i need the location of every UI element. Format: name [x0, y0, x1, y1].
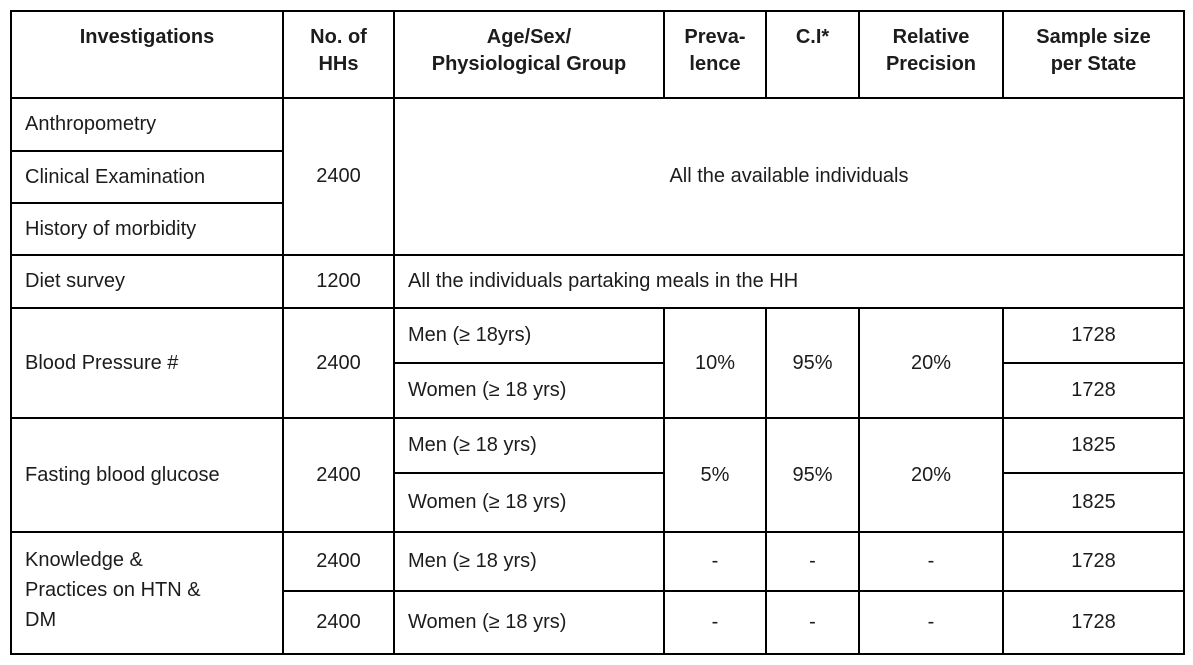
row-knowledge-practices-men: Knowledge & Practices on HTN & DM 2400 M…: [10, 531, 1185, 655]
row-diet-survey: Diet survey 1200 All the individuals par…: [10, 254, 1185, 309]
cell-sample-fbg-women: 1825: [1002, 472, 1185, 533]
cell-prevalence-kp-men: -: [663, 531, 767, 592]
cell-investigation-history-of-morbidity: History of morbidity: [10, 202, 284, 256]
cell-hhs-blood-pressure: 2400: [282, 307, 395, 419]
cell-ci-kp-women: -: [765, 590, 860, 655]
cell-ci-fasting-blood-glucose: 95%: [765, 417, 860, 533]
row-blood-pressure-men: Blood Pressure # 2400 Men (≥ 18yrs) 10% …: [10, 307, 1185, 419]
cell-investigation-clinical-examination: Clinical Examination: [10, 150, 284, 204]
cell-investigation-blood-pressure: Blood Pressure #: [10, 307, 284, 419]
cell-investigation-diet-survey: Diet survey: [10, 254, 284, 309]
cell-hhs-kp-women: 2400: [282, 590, 395, 655]
cell-sample-bp-women: 1728: [1002, 362, 1185, 419]
cell-prevalence-blood-pressure: 10%: [663, 307, 767, 419]
cell-hhs-fasting-blood-glucose: 2400: [282, 417, 395, 533]
cell-hhs-kp-men: 2400: [282, 531, 395, 592]
cell-relative-precision-kp-women: -: [858, 590, 1004, 655]
row-history-of-morbidity: History of morbidity: [10, 202, 1184, 256]
cell-ci-blood-pressure: 95%: [765, 307, 860, 419]
cell-hhs-diet-survey: 1200: [282, 254, 395, 309]
cell-group-bp-men: Men (≥ 18yrs): [393, 307, 665, 364]
col-header-investigations: Investigations: [10, 10, 284, 99]
cell-investigation-fasting-blood-glucose: Fasting blood glucose: [10, 417, 284, 533]
row-blood-pressure-women: Women (≥ 18 yrs) 1728: [11, 362, 1185, 419]
col-header-prevalence: Preva- lence: [663, 10, 767, 99]
cell-note-partaking-meals: All the individuals partaking meals in t…: [393, 254, 1185, 309]
cell-ci-kp-men: -: [765, 531, 860, 592]
row-anthropometry: Anthropometry 2400 All the available ind…: [10, 97, 1185, 256]
col-header-sample-size-per-state: Sample size per State: [1002, 10, 1185, 99]
cell-relative-precision-blood-pressure: 20%: [858, 307, 1004, 419]
cell-investigation-anthropometry: Anthropometry: [10, 97, 284, 152]
row-clinical-examination: Clinical Examination: [10, 150, 1184, 204]
cell-group-fbg-women: Women (≥ 18 yrs): [393, 472, 665, 533]
col-header-no-of-hhs: No. of HHs: [282, 10, 395, 99]
cell-group-fbg-men: Men (≥ 18 yrs): [393, 417, 665, 474]
cell-sample-bp-men: 1728: [1002, 307, 1185, 364]
col-header-age-sex-group: Age/Sex/ Physiological Group: [393, 10, 665, 99]
row-knowledge-practices-women: 2400 Women (≥ 18 yrs) - - - 1728: [11, 590, 1185, 655]
cell-investigation-knowledge-practices: Knowledge & Practices on HTN & DM: [10, 531, 284, 655]
table-header-row: Investigations No. of HHs Age/Sex/ Physi…: [10, 10, 1185, 99]
col-header-ci: C.I*: [765, 10, 860, 99]
row-fasting-blood-glucose-men: Fasting blood glucose 2400 Men (≥ 18 yrs…: [10, 417, 1185, 533]
row-fasting-blood-glucose-women: Women (≥ 18 yrs) 1825: [11, 472, 1185, 533]
cell-note-all-available-individuals: All the available individuals: [393, 97, 1185, 256]
cell-group-kp-women: Women (≥ 18 yrs): [393, 590, 665, 655]
cell-relative-precision-kp-men: -: [858, 531, 1004, 592]
cell-prevalence-kp-women: -: [663, 590, 767, 655]
cell-sample-kp-women: 1728: [1002, 590, 1185, 655]
survey-sampling-table: Investigations No. of HHs Age/Sex/ Physi…: [10, 10, 1185, 655]
cell-sample-kp-men: 1728: [1002, 531, 1185, 592]
col-header-relative-precision: Relative Precision: [858, 10, 1004, 99]
cell-relative-precision-fasting-blood-glucose: 20%: [858, 417, 1004, 533]
cell-sample-fbg-men: 1825: [1002, 417, 1185, 474]
cell-group-bp-women: Women (≥ 18 yrs): [393, 362, 665, 419]
cell-group-kp-men: Men (≥ 18 yrs): [393, 531, 665, 592]
cell-prevalence-fasting-blood-glucose: 5%: [663, 417, 767, 533]
cell-hhs-anthropometry-group: 2400: [282, 97, 395, 256]
